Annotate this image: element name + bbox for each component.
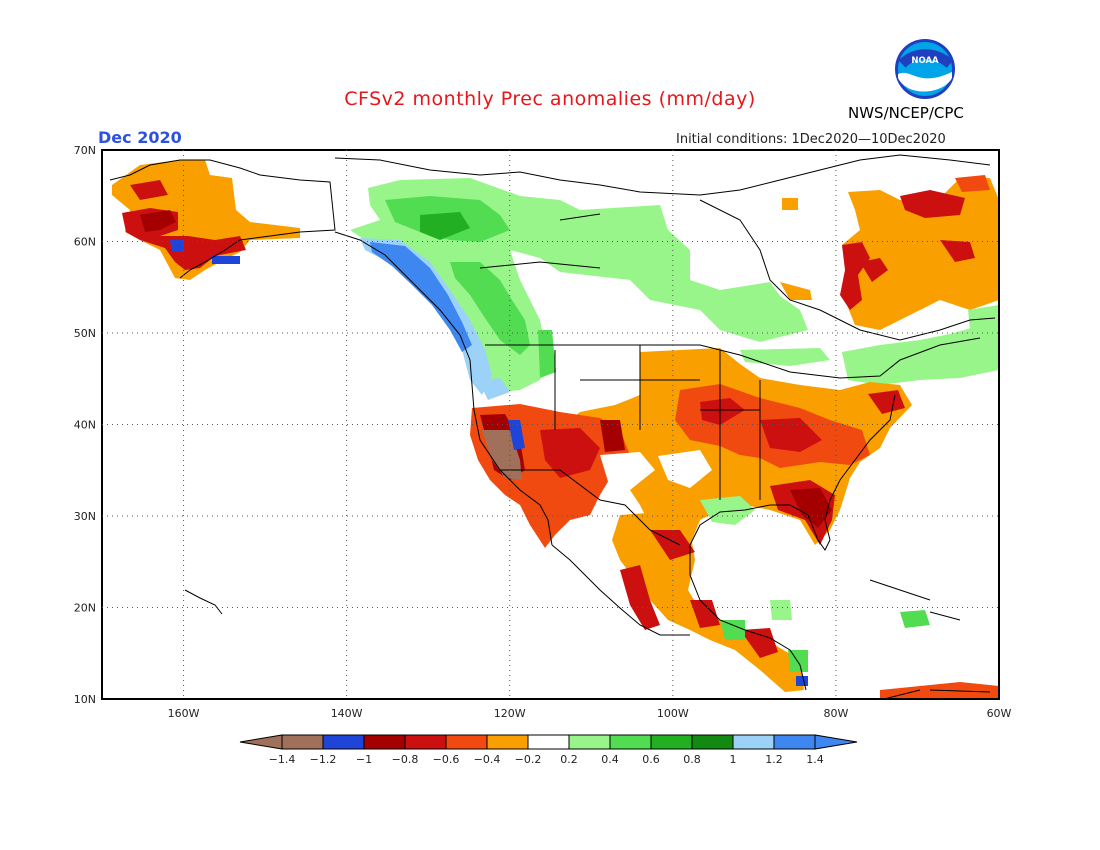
lon-tick-label: 60W (987, 707, 1012, 720)
colorbar-swatch (527, 734, 570, 750)
colorbar-swatch (486, 734, 529, 750)
colorbar-arrow-high (814, 734, 858, 750)
lat-tick-label: 40N (74, 419, 96, 432)
lat-tick-label: 30N (74, 510, 96, 523)
forecast-month: Dec 2020 (98, 128, 182, 147)
colorbar-swatch (773, 734, 816, 750)
colorbar-label: 0.6 (642, 753, 660, 766)
colorbar-swatch (650, 734, 693, 750)
colorbar-swatch (609, 734, 652, 750)
colorbar-label: −0.8 (392, 753, 419, 766)
coastlines (109, 154, 996, 699)
colorbar-label: −0.4 (474, 753, 501, 766)
colorbar-label: 0.2 (560, 753, 578, 766)
lon-tick-label: 120W (494, 707, 526, 720)
anomaly-shading (112, 160, 999, 699)
agency-label: NWS/NCEP/CPC (848, 104, 964, 122)
colorbar-label: 0.4 (601, 753, 619, 766)
colorbar-label: 1 (730, 753, 737, 766)
colorbar-label: 0.8 (683, 753, 701, 766)
lon-tick-label: 80W (823, 707, 848, 720)
colorbar-label: 1.2 (765, 753, 783, 766)
colorbar-label: −1.4 (269, 753, 296, 766)
colorbar-swatch (445, 734, 488, 750)
colorbar-swatch (568, 734, 611, 750)
lat-tick-label: 70N (74, 144, 96, 157)
colorbar-label: −0.6 (433, 753, 460, 766)
initial-conditions: Initial conditions: 1Dec2020—10Dec2020 (676, 132, 946, 147)
colorbar-legend: −1.4 −1.2 −1 −0.8 −0.6 −0.4 −0.2 0.2 0.4 0.6 0.8 1 1… (239, 734, 858, 766)
axis-tick-labels: 10N 20N 30N 40N 50N 60N 70N 160W 140W 120W 100W 80W… (74, 144, 1012, 720)
lon-tick-label: 140W (331, 707, 363, 720)
colorbar-swatch (732, 734, 775, 750)
map-title: CFSv2 monthly Prec anomalies (mm/day) (344, 88, 756, 110)
colorbar-label: −1 (356, 753, 372, 766)
lon-tick-label: 160W (168, 707, 200, 720)
lon-tick-label: 100W (657, 707, 689, 720)
lat-tick-label: 60N (74, 236, 96, 249)
lat-tick-label: 20N (74, 602, 96, 615)
noaa-logo: NOAA (895, 39, 955, 99)
lat-tick-label: 10N (74, 693, 96, 706)
colorbar-swatch (691, 734, 734, 750)
colorbar-swatch (322, 734, 365, 750)
colorbar-label: 1.4 (806, 753, 824, 766)
colorbar-label: −1.2 (310, 753, 337, 766)
colorbar-arrow-low (239, 734, 283, 750)
colorbar-swatch (404, 734, 447, 750)
colorbar-swatch (363, 734, 406, 750)
colorbar-label: −0.2 (515, 753, 542, 766)
lat-tick-label: 50N (74, 327, 96, 340)
noaa-logo-text: NOAA (911, 56, 939, 66)
colorbar-swatch (281, 734, 324, 750)
